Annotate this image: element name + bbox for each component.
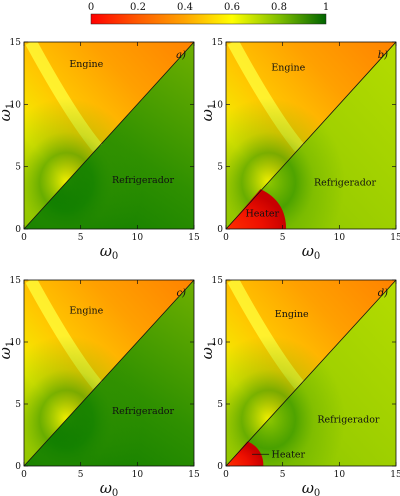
y-tick-label: 0 (217, 462, 223, 472)
region-label-refrigerador: Refrigerador (112, 175, 175, 186)
panel-label: c) (176, 288, 186, 299)
region-label-engine: Engine (69, 59, 103, 70)
x-tick-label: 5 (78, 470, 84, 480)
x-tick-label: 0 (21, 233, 27, 243)
region-label-refrigerador: Refrigerador (112, 406, 175, 417)
y-tick-label: 5 (15, 163, 21, 173)
x-tick-label: 10 (334, 470, 346, 480)
plot-frame (23, 279, 195, 467)
heater-region (226, 189, 287, 229)
chart-panel-b: 0 5 10 15 0 5 10 15 ω0 ω1 b) Engine Refrigerador Heat… (198, 38, 400, 262)
region-label-heater: Heater (245, 209, 279, 220)
region-label-heater: Heater (272, 449, 306, 460)
colorbar-tick-label: 0.8 (271, 2, 287, 13)
panel-label: b) (378, 50, 388, 61)
x-tick-label: 0 (223, 233, 229, 243)
x-tick-label: 10 (334, 233, 346, 243)
colorbar-tick-label: 1 (323, 2, 329, 13)
y-tick-label: 15 (212, 276, 224, 286)
colorbar-tick-label: 0.2 (130, 2, 146, 13)
colorbar-gradient (90, 13, 327, 25)
y-tick-label: 5 (217, 400, 223, 410)
x-axis-label: ω0 (302, 242, 321, 262)
x-tick-label: 5 (280, 470, 286, 480)
y-tick-label: 0 (15, 225, 21, 235)
y-axis-label: ω1 (198, 103, 218, 122)
region-label-refrigerador: Refrigerador (317, 415, 380, 426)
chart-panel-a: 0 5 10 15 0 5 10 15 ω0 ω1 a) Engine Refrigerador (0, 38, 200, 262)
engine-refrigerator-boundary (225, 41, 397, 230)
y-tick-label: 15 (212, 38, 224, 48)
plot-frame (225, 41, 397, 230)
chart-panel-c: 0 5 10 15 0 5 10 15 ω0 ω1 c) Engine Refrigerador (0, 276, 200, 496)
y-tick-label: 10 (10, 338, 22, 348)
y-tick-label: 10 (212, 100, 224, 110)
x-axis-label: ω0 (302, 479, 321, 496)
colorbar-tick-label: 0.6 (224, 2, 240, 13)
plot-frame (225, 279, 397, 467)
colorbar: 0 0.2 0.4 0.6 0.8 1 (88, 2, 329, 25)
engine-refrigerator-boundary (225, 279, 397, 467)
x-tick-label: 10 (132, 233, 144, 243)
x-tick-label: 15 (390, 233, 400, 243)
engine-refrigerator-boundary (23, 41, 195, 230)
panel-label: d) (378, 288, 388, 299)
panel-label: a) (176, 50, 186, 61)
x-tick-label: 15 (188, 470, 200, 480)
x-tick-label: 15 (188, 233, 200, 243)
y-axis-label: ω1 (0, 103, 16, 122)
region-label-engine: Engine (271, 63, 305, 74)
y-tick-label: 0 (15, 462, 21, 472)
x-axis-label: ω0 (100, 242, 119, 262)
x-tick-label: 5 (280, 233, 286, 243)
x-tick-label: 10 (132, 470, 144, 480)
region-label-engine: Engine (275, 309, 309, 320)
y-tick-label: 5 (15, 400, 21, 410)
region-label-refrigerador: Refrigerador (314, 177, 377, 188)
heater-region (226, 441, 264, 466)
colorbar-tick-label: 0 (88, 2, 94, 13)
y-axis-label: ω1 (198, 341, 218, 360)
x-tick-label: 0 (223, 470, 229, 480)
engine-refrigerator-boundary (23, 279, 195, 467)
y-tick-label: 10 (10, 100, 22, 110)
chart-panel-d: 0 5 10 15 0 5 10 15 ω0 ω1 d) Engine Refrigerador Heat… (198, 276, 400, 496)
x-tick-label: 0 (21, 470, 27, 480)
y-tick-label: 15 (10, 38, 22, 48)
x-tick-label: 5 (78, 233, 84, 243)
x-tick-label: 15 (390, 470, 400, 480)
colorbar-tick-label: 0.4 (177, 2, 193, 13)
y-tick-label: 5 (217, 163, 223, 173)
plot-frame (23, 41, 195, 230)
region-label-engine: Engine (69, 305, 103, 316)
y-tick-label: 0 (217, 225, 223, 235)
y-axis-label: ω1 (0, 341, 16, 360)
y-tick-label: 10 (212, 338, 224, 348)
y-tick-label: 15 (10, 276, 22, 286)
x-axis-label: ω0 (100, 479, 119, 496)
